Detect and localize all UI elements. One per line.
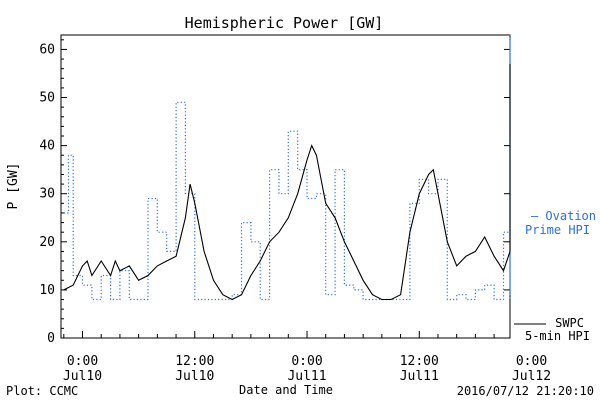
- y-tick-label: 40: [39, 139, 55, 154]
- legend-ovation-line2: Prime HPI: [525, 223, 590, 237]
- y-tick-label: 0: [47, 331, 55, 346]
- legend-swpc-line2: 5-min HPI: [525, 329, 590, 343]
- x-tick-label-time: 12:00: [400, 354, 439, 369]
- y-tick-label: 30: [39, 187, 55, 202]
- x-tick-label-date: Jul10: [63, 369, 102, 384]
- x-tick-label-date: Jul11: [287, 369, 326, 384]
- chart-title: Hemispheric Power [GW]: [185, 14, 384, 32]
- x-tick-label-date: Jul11: [400, 369, 439, 384]
- series-swpc-5min-hpi: [64, 64, 510, 300]
- x-tick-label-time: 12:00: [175, 354, 214, 369]
- x-tick-label-time: 0:00: [67, 354, 98, 369]
- x-tick-label-date: Jul12: [512, 369, 551, 384]
- x-axis-label: Date and Time: [239, 383, 333, 397]
- x-axis: 0:00Jul1012:00Jul100:00Jul1112:00Jul110:…: [63, 331, 600, 384]
- y-axis: 0 10 20 30 40 50 60: [39, 40, 510, 346]
- y-tick-label: 10: [39, 283, 55, 298]
- legend-ovation-line1: — Ovation: [531, 209, 596, 223]
- footer-plot-credit: Plot: CCMC: [6, 384, 78, 398]
- legend: — Ovation Prime HPI SWPC 5-min HPI: [514, 209, 596, 343]
- plot-frame: [61, 35, 510, 338]
- x-tick-label-date: Jul10: [175, 369, 214, 384]
- hemispheric-power-chart: Hemispheric Power [GW] 0 10 20 30 40 50 60 0:0…: [0, 0, 600, 400]
- y-axis-label: P [GW]: [6, 163, 21, 210]
- y-tick-label: 50: [39, 91, 55, 106]
- series-ovation-prime-hpi: [64, 35, 510, 300]
- y-tick-label: 20: [39, 235, 55, 250]
- series-layer: [64, 35, 510, 300]
- x-tick-label-time: 0:00: [516, 354, 547, 369]
- footer-timestamp: 2016/07/12 21:20:10: [457, 384, 594, 398]
- y-tick-label: 60: [39, 42, 55, 57]
- x-tick-label-time: 0:00: [291, 354, 322, 369]
- legend-swpc-line1: SWPC: [555, 316, 584, 330]
